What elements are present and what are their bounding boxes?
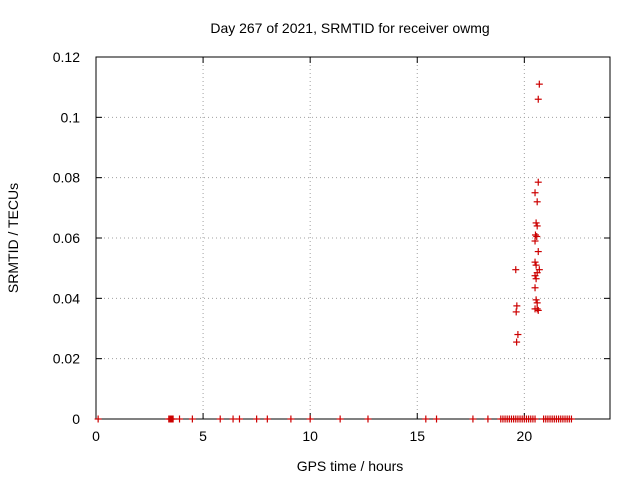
data-point <box>287 415 295 423</box>
data-point <box>531 189 539 197</box>
data-point <box>533 299 541 307</box>
data-point <box>533 222 541 230</box>
data-point <box>235 415 243 423</box>
data-point <box>513 338 521 346</box>
x-tick-label: 20 <box>517 428 533 444</box>
data-point <box>512 308 520 316</box>
data-point <box>176 415 184 423</box>
chart-title: Day 267 of 2021, SRMTID for receiver owm… <box>210 20 489 36</box>
data-point <box>531 272 539 280</box>
data-point <box>533 232 541 240</box>
data-point <box>531 284 539 292</box>
y-tick-label: 0.12 <box>53 49 80 65</box>
data-point <box>534 95 542 103</box>
x-tick-label: 0 <box>92 428 100 444</box>
data-point <box>253 415 261 423</box>
data-point <box>534 306 542 314</box>
data-point <box>531 231 539 239</box>
data-point <box>531 237 539 245</box>
y-axis-label: SRMTID / TECUs <box>5 183 21 293</box>
x-tick-label: 15 <box>409 428 425 444</box>
data-point <box>532 275 540 283</box>
data-point <box>306 415 314 423</box>
x-tick-label: 5 <box>199 428 207 444</box>
data-points <box>94 80 575 423</box>
data-point <box>433 415 441 423</box>
data-point <box>534 248 542 256</box>
data-point <box>532 296 540 304</box>
data-point <box>533 305 541 313</box>
data-point <box>531 415 539 423</box>
data-point <box>263 415 271 423</box>
data-point <box>531 258 539 266</box>
data-point <box>513 302 521 310</box>
data-point <box>535 80 543 88</box>
data-point <box>533 198 541 206</box>
grid-layer <box>96 57 610 419</box>
data-point <box>534 178 542 186</box>
data-point <box>336 415 344 423</box>
data-point <box>169 415 177 423</box>
y-tick-label: 0.06 <box>53 230 80 246</box>
y-tick-label: 0.04 <box>53 290 80 306</box>
y-tick-label: 0.1 <box>61 109 81 125</box>
x-axis-label: GPS time / hours <box>297 458 404 474</box>
data-point <box>422 415 430 423</box>
data-point <box>469 415 477 423</box>
data-point <box>364 415 372 423</box>
y-tick-label: 0 <box>72 411 80 427</box>
data-point <box>514 331 522 339</box>
tick-layer: 0 0.02 0.04 0.06 0.08 0.1 0.12 0 5 10 15 20 <box>53 49 610 444</box>
data-point <box>188 415 196 423</box>
data-point <box>216 415 224 423</box>
x-tick-label: 10 <box>302 428 318 444</box>
data-point <box>229 415 237 423</box>
data-point <box>94 415 102 423</box>
data-point <box>512 266 520 274</box>
data-point <box>484 415 492 423</box>
data-point <box>532 261 540 269</box>
y-tick-label: 0.02 <box>53 351 80 367</box>
y-tick-label: 0.08 <box>53 170 80 186</box>
data-point <box>567 415 575 423</box>
data-point <box>532 219 540 227</box>
